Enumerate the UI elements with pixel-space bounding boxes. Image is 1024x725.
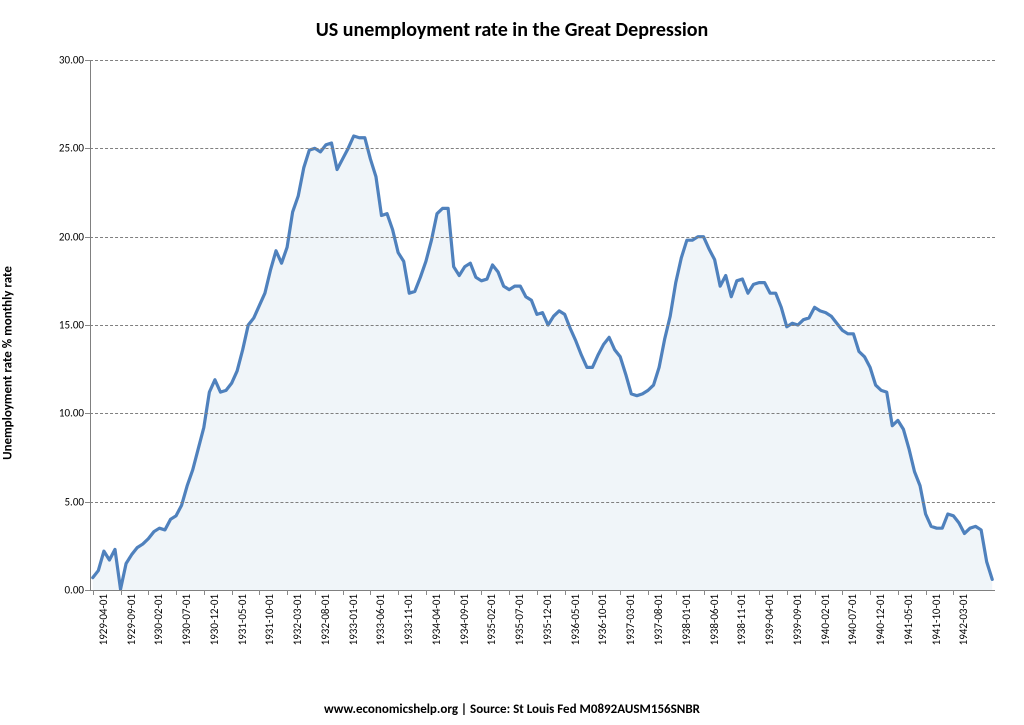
x-tick-label: 1933-06-01: [374, 594, 387, 645]
x-tick-label: 1942-03-01: [957, 594, 970, 645]
x-tick-label: 1930-12-01: [208, 594, 221, 645]
x-tick-label: 1930-02-01: [152, 594, 165, 645]
x-tick-mark: [426, 590, 427, 595]
x-tick-label: 1940-02-01: [819, 594, 832, 645]
chart-container: US unemployment rate in the Great Depres…: [0, 0, 1024, 725]
x-tick-label: 1933-11-01: [402, 594, 415, 645]
x-tick-mark: [704, 590, 705, 595]
x-tick-label: 1936-05-01: [569, 594, 582, 645]
x-tick-label: 1932-03-01: [291, 594, 304, 645]
x-tick-label: 1930-07-01: [180, 594, 193, 645]
x-tick-label: 1940-12-01: [874, 594, 887, 645]
x-tick-label: 1932-08-01: [319, 594, 332, 645]
x-tick-label: 1929-09-01: [125, 594, 138, 645]
x-tick-label: 1939-04-01: [763, 594, 776, 645]
x-tick-label: 1931-10-01: [263, 594, 276, 645]
x-tick-mark: [204, 590, 205, 595]
x-tick-label: 1935-07-01: [513, 594, 526, 645]
x-tick-label: 1935-02-01: [485, 594, 498, 645]
x-tick-label: 1937-03-01: [624, 594, 637, 645]
x-tick-mark: [148, 590, 149, 595]
x-tick-mark: [481, 590, 482, 595]
x-tick-mark: [870, 590, 871, 595]
x-tick-mark: [93, 590, 94, 595]
gridline: [90, 237, 995, 238]
x-tick-label: 1934-04-01: [430, 594, 443, 645]
x-tick-label: 1934-09-01: [458, 594, 471, 645]
gridline: [90, 413, 995, 414]
gridline: [90, 148, 995, 149]
y-tick-label: 5.00: [64, 495, 84, 508]
x-tick-mark: [953, 590, 954, 595]
x-tick-label: 1939-09-01: [791, 594, 804, 645]
y-tick-label: 15.00: [59, 319, 84, 332]
y-tick-label: 10.00: [59, 407, 84, 420]
x-tick-mark: [537, 590, 538, 595]
x-tick-mark: [676, 590, 677, 595]
x-tick-mark: [842, 590, 843, 595]
x-tick-label: 1937-08-01: [652, 594, 665, 645]
x-tick-label: 1931-05-01: [236, 594, 249, 645]
x-tick-mark: [121, 590, 122, 595]
x-axis-line: [90, 590, 995, 591]
x-tick-mark: [370, 590, 371, 595]
y-axis-label: Unemployment rate % monthly rate: [1, 266, 16, 460]
x-tick-mark: [648, 590, 649, 595]
x-tick-label: 1929-04-01: [97, 594, 110, 645]
x-tick-mark: [815, 590, 816, 595]
x-tick-label: 1940-07-01: [846, 594, 859, 645]
y-tick-label: 0.00: [64, 584, 84, 597]
x-tick-mark: [315, 590, 316, 595]
x-tick-mark: [343, 590, 344, 595]
x-tick-mark: [731, 590, 732, 595]
area-fill: [93, 136, 992, 590]
x-tick-label: 1938-06-01: [708, 594, 721, 645]
y-axis-line: [90, 60, 91, 590]
y-tick-label: 30.00: [59, 54, 84, 67]
x-tick-label: 1936-10-01: [596, 594, 609, 645]
gridline: [90, 325, 995, 326]
x-tick-label: 1938-01-01: [680, 594, 693, 645]
gridline: [90, 60, 995, 61]
x-tick-mark: [398, 590, 399, 595]
x-tick-label: 1935-12-01: [541, 594, 554, 645]
x-tick-mark: [759, 590, 760, 595]
x-tick-label: 1933-01-01: [347, 594, 360, 645]
x-tick-mark: [926, 590, 927, 595]
x-tick-label: 1941-05-01: [902, 594, 915, 645]
x-tick-mark: [287, 590, 288, 595]
x-tick-mark: [259, 590, 260, 595]
x-tick-label: 1941-10-01: [930, 594, 943, 645]
y-tick-label: 25.00: [59, 142, 84, 155]
x-tick-mark: [509, 590, 510, 595]
x-tick-mark: [454, 590, 455, 595]
x-tick-mark: [898, 590, 899, 595]
plot-area: 0.005.0010.0015.0020.0025.0030.001929-04…: [90, 60, 995, 590]
gridline: [90, 502, 995, 503]
x-tick-mark: [232, 590, 233, 595]
x-tick-label: 1938-11-01: [735, 594, 748, 645]
y-tick-label: 20.00: [59, 230, 84, 243]
chart-title: US unemployment rate in the Great Depres…: [0, 18, 1024, 42]
x-tick-mark: [620, 590, 621, 595]
x-tick-mark: [176, 590, 177, 595]
x-tick-mark: [787, 590, 788, 595]
chart-footer: www.economicshelp.org | Source: St Louis…: [0, 702, 1024, 717]
x-tick-mark: [565, 590, 566, 595]
x-tick-mark: [592, 590, 593, 595]
